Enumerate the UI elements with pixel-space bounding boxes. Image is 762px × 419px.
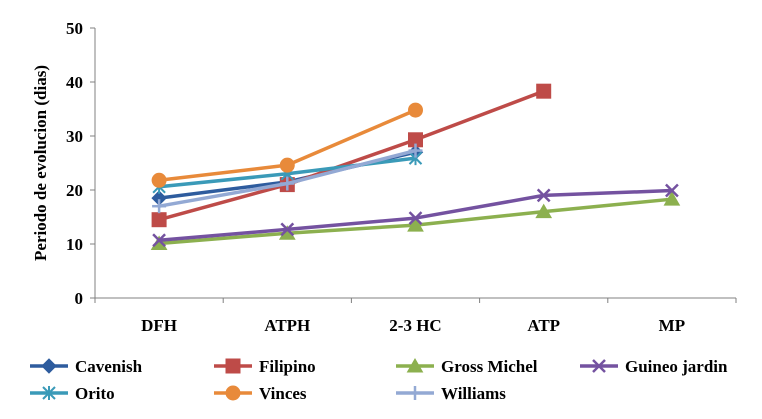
- data-point: [408, 211, 423, 225]
- x-tick-label: MP: [659, 316, 685, 335]
- legend-marker: [225, 385, 241, 401]
- y-tick-label: 50: [66, 19, 83, 38]
- legend-item: Gross Michel: [396, 357, 538, 376]
- data-point: [152, 199, 167, 214]
- x-tick-label: ATP: [527, 316, 560, 335]
- data-point: [152, 233, 166, 248]
- y-tick-label: 10: [66, 235, 83, 254]
- legend-item: Williams: [396, 384, 506, 403]
- legend-label: Vinces: [259, 384, 307, 403]
- legend-marker: [408, 386, 422, 400]
- legend-label: Williams: [441, 384, 506, 403]
- legend-label: Guineo jardin: [625, 357, 728, 376]
- legend-label: Orito: [75, 384, 115, 403]
- data-point: [151, 212, 167, 228]
- y-tick-label: 30: [66, 127, 83, 146]
- legend-marker: [225, 358, 241, 374]
- legend-item: Orito: [30, 384, 115, 403]
- y-tick-label: 40: [66, 73, 83, 92]
- legend-item: Cavenish: [30, 357, 143, 376]
- data-point: [279, 157, 295, 173]
- data-point: [536, 83, 552, 99]
- legend-item: Filipino: [214, 357, 316, 376]
- x-tick-label: DFH: [141, 316, 177, 335]
- data-point: [663, 191, 681, 206]
- series-layer: [150, 83, 681, 250]
- data-point: [151, 172, 167, 188]
- legend: Cavenish Filipino Gross Michel Guineo jardi…: [30, 357, 728, 403]
- data-point: [408, 102, 423, 118]
- data-point: [280, 176, 295, 191]
- series-line: [157, 89, 546, 222]
- data-point: [408, 143, 423, 158]
- legend-item: Guineo jardin: [580, 357, 728, 376]
- data-point: [536, 188, 551, 203]
- data-point: [407, 217, 424, 232]
- data-point: [535, 203, 553, 219]
- axes: 0 10 20 30 40 50 DFH ATPH 2-3 HC ATP MP Periodo de …: [31, 19, 737, 335]
- data-point: [665, 183, 679, 198]
- legend-marker: [406, 357, 424, 373]
- legend-marker: [41, 358, 57, 374]
- y-tick-label: 0: [75, 289, 84, 308]
- y-axis-label: Periodo de evolucion (dias): [31, 65, 50, 261]
- legend-marker: [42, 386, 56, 400]
- legend-marker: [592, 359, 606, 373]
- legend-label: Cavenish: [75, 357, 143, 376]
- y-tick-label: 20: [66, 181, 83, 200]
- x-tick-label: ATPH: [264, 316, 310, 335]
- data-point: [280, 222, 295, 237]
- legend-item: Vinces: [214, 384, 307, 403]
- x-tick-label: 2-3 HC: [389, 316, 441, 335]
- legend-label: Filipino: [259, 357, 316, 376]
- legend-label: Gross Michel: [441, 357, 538, 376]
